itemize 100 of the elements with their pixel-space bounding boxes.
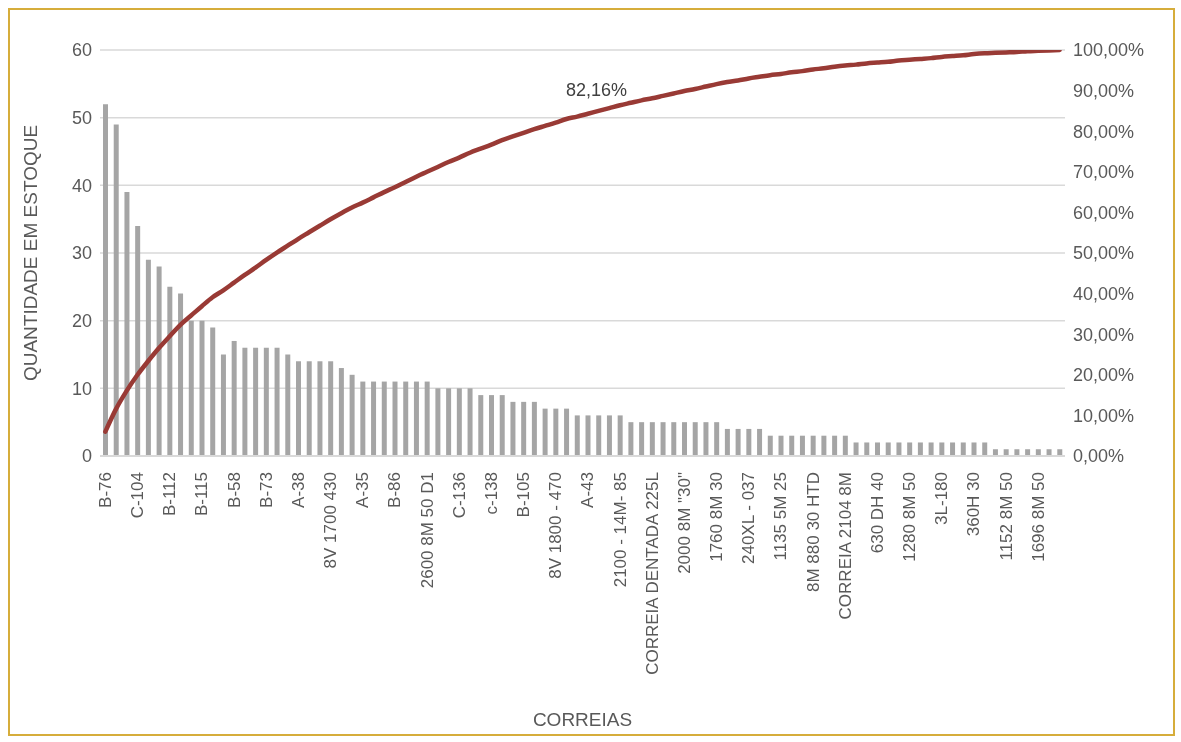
bar	[542, 408, 548, 456]
bar	[167, 286, 173, 456]
bar	[864, 442, 870, 456]
y2-tick-label: 10,00%	[1073, 405, 1135, 426]
y2-tick-label: 100,00%	[1073, 40, 1145, 61]
bar	[188, 320, 194, 456]
x-tick-label: A-38	[288, 472, 308, 508]
bar	[456, 388, 462, 456]
bar	[896, 442, 902, 456]
bar	[628, 422, 634, 456]
bar	[424, 381, 430, 456]
x-tick-label: A-43	[578, 472, 598, 508]
x-tick-label: 2600 8M 50 D1	[417, 472, 437, 589]
bar	[639, 422, 645, 456]
bar	[435, 388, 441, 456]
bar	[853, 442, 859, 456]
x-tick-label: 1696 8M 50	[1028, 472, 1048, 562]
bar	[960, 442, 966, 456]
x-tick-label: C-104	[128, 472, 148, 519]
bar	[242, 347, 248, 456]
bar	[767, 435, 773, 456]
bar	[103, 104, 108, 456]
bar	[649, 422, 655, 456]
y2-tick-label: 30,00%	[1073, 324, 1135, 345]
line-series	[103, 50, 1062, 434]
bar	[703, 422, 709, 456]
bar	[746, 428, 752, 456]
bar	[263, 347, 269, 456]
bar	[885, 442, 891, 456]
bar	[971, 442, 977, 456]
x-tick-label: 360H 30	[964, 472, 984, 537]
x-tick-label: 1152 8M 50	[996, 472, 1016, 561]
bar	[371, 381, 377, 456]
x-tick-label: B-76	[95, 472, 115, 508]
bar	[939, 442, 945, 456]
bar	[274, 347, 280, 456]
bar	[338, 368, 344, 456]
y-tick-label: 20	[71, 311, 92, 332]
bar	[950, 442, 956, 456]
y-tick-label: 30	[71, 243, 92, 264]
x-tick-label: C-136	[449, 472, 469, 519]
bar	[714, 422, 720, 456]
bar	[413, 381, 419, 456]
bar	[178, 293, 184, 456]
bar	[842, 435, 848, 456]
y2-tick-label: 90,00%	[1073, 80, 1135, 101]
x-tick-label: A-35	[353, 472, 373, 508]
bar	[574, 415, 580, 456]
bar	[907, 442, 913, 456]
bar	[692, 422, 698, 456]
bar	[489, 395, 494, 456]
x-tick-label: 240XL - 037	[739, 472, 759, 564]
x-tick-label: 8V 1700 430	[321, 472, 341, 569]
bar	[199, 320, 205, 456]
bar	[821, 435, 827, 456]
bar	[253, 347, 259, 456]
bar	[799, 435, 805, 456]
bar	[789, 435, 795, 456]
bar	[349, 374, 355, 456]
bar	[875, 442, 880, 456]
x-tick-label: B-105	[514, 472, 534, 518]
y2-tick-label: 70,00%	[1073, 162, 1135, 183]
bar	[757, 428, 763, 456]
bar	[982, 442, 988, 456]
x-tick-label: 3L-180	[932, 472, 952, 525]
bar	[156, 266, 162, 456]
bar	[682, 422, 687, 456]
bar	[735, 428, 741, 456]
bar	[467, 388, 473, 456]
bar	[832, 435, 838, 456]
bar	[135, 225, 141, 456]
bar	[381, 381, 387, 456]
bar	[531, 401, 537, 456]
bar	[124, 192, 130, 456]
x-tick-label: B-112	[160, 472, 180, 517]
x-axis-title: CORREIAS	[532, 709, 633, 730]
bar	[553, 408, 559, 456]
x-tick-label: CORREIA DENTADA 225L	[642, 472, 662, 675]
x-tick-label: B-86	[385, 472, 405, 508]
bar	[564, 408, 570, 456]
bar	[317, 361, 323, 456]
bar	[220, 354, 226, 456]
bar	[499, 395, 505, 456]
bar	[917, 442, 923, 456]
bar	[145, 259, 151, 456]
bar	[446, 388, 452, 456]
bar	[360, 381, 366, 456]
bar	[478, 395, 484, 456]
bar	[210, 327, 216, 456]
y-tick-label: 10	[71, 378, 92, 399]
y2-tick-label: 20,00%	[1073, 365, 1135, 386]
bar	[596, 415, 602, 456]
x-tick-label: 8V 1800 - 470	[546, 472, 566, 579]
bar	[403, 381, 409, 456]
bar	[724, 428, 730, 456]
x-tick-label: CORREIA 2104 8M	[835, 472, 855, 620]
annotation: 82,16%	[566, 80, 628, 101]
y-tick-label: 0	[81, 446, 92, 467]
x-tick-label: c-138	[481, 472, 501, 515]
bar	[671, 422, 677, 456]
